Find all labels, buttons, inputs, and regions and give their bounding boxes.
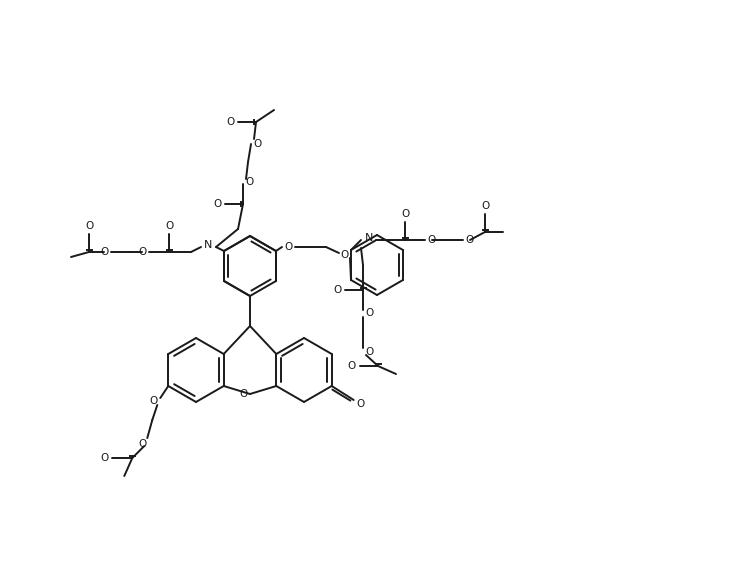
Text: O: O — [357, 399, 365, 409]
Text: O: O — [253, 139, 261, 149]
Text: O: O — [165, 221, 173, 231]
Text: O: O — [365, 347, 373, 357]
Text: O: O — [245, 177, 253, 187]
Text: O: O — [481, 201, 489, 211]
Text: O: O — [100, 453, 109, 463]
Text: O: O — [333, 285, 341, 295]
Text: O: O — [138, 439, 146, 449]
Text: O: O — [138, 247, 146, 257]
Text: N: N — [365, 233, 373, 243]
Text: O: O — [348, 361, 356, 371]
Text: O: O — [341, 250, 349, 260]
Text: O: O — [365, 308, 373, 318]
Text: O: O — [85, 221, 93, 231]
Text: O: O — [428, 235, 436, 245]
Text: O: O — [226, 117, 234, 127]
Text: O: O — [213, 199, 221, 209]
Text: O: O — [285, 242, 293, 252]
Text: N: N — [204, 240, 212, 250]
Text: O: O — [239, 389, 247, 399]
Text: O: O — [100, 247, 108, 257]
Text: O: O — [149, 396, 157, 406]
Text: O: O — [466, 235, 474, 245]
Text: O: O — [401, 209, 409, 219]
